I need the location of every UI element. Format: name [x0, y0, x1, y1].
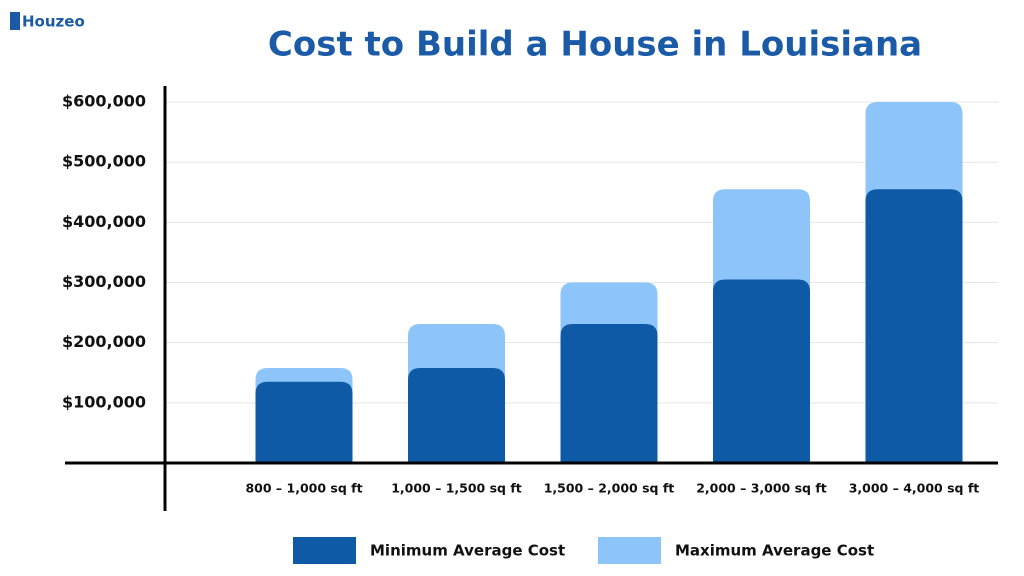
y-tick-label: $500,000 — [62, 152, 146, 171]
legend-swatch — [598, 537, 661, 564]
bar — [408, 367, 505, 463]
labels: $100,000 $200,000 $300,000 $400,000 $500,000… — [62, 92, 979, 564]
logo-icon — [10, 12, 20, 30]
x-tick-label: 2,000 – 3,000 sq ft — [696, 481, 827, 496]
bars — [255, 102, 963, 464]
x-tick-label: 1,000 – 1,500 sq ft — [391, 481, 522, 496]
legend-label: Minimum Average Cost — [370, 542, 565, 560]
legend-label: Maximum Average Cost — [675, 542, 874, 560]
y-tick-label: $600,000 — [62, 92, 146, 111]
bar — [713, 279, 810, 463]
legend-swatch — [293, 537, 356, 564]
bar — [865, 189, 963, 464]
x-tick-label: 1,500 – 2,000 sq ft — [544, 481, 675, 496]
bar — [560, 324, 658, 463]
y-tick-label: $300,000 — [62, 272, 146, 291]
bar — [255, 381, 353, 463]
chart-title: Cost to Build a House in Louisiana — [268, 25, 922, 65]
y-tick-label: $100,000 — [62, 392, 146, 411]
y-tick-label: $400,000 — [62, 212, 146, 231]
x-tick-label: 800 – 1,000 sq ft — [245, 481, 362, 496]
logo: Houzeo — [22, 13, 85, 31]
x-tick-label: 3,000 – 4,000 sq ft — [849, 481, 980, 496]
y-tick-label: $200,000 — [62, 332, 146, 351]
